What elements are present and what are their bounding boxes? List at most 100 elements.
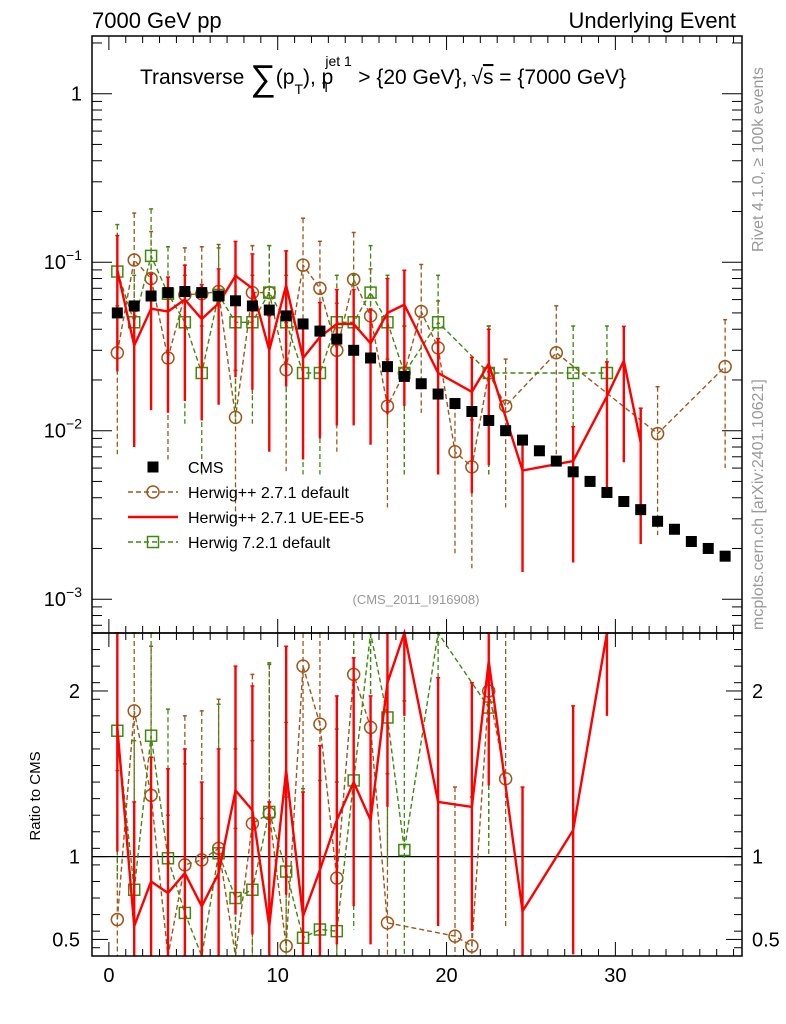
- data-point-hwpp: [448, 444, 462, 459]
- ratio-y-tick-label: 1: [69, 847, 80, 869]
- mcplots-label: mcplots.cern.ch [arXiv:2401.10621]: [750, 379, 767, 630]
- legend-symbol-cms: [147, 461, 159, 473]
- header-right: Underlying Event: [568, 8, 736, 33]
- data-point-hwpp: [313, 281, 327, 296]
- data-point-cms: [162, 287, 174, 299]
- data-point-hwpp: [718, 359, 732, 374]
- data-point-cms: [702, 542, 714, 554]
- ratio-y-tick-label: 0.5: [52, 929, 80, 951]
- data-point-cms: [685, 535, 697, 547]
- legend-label-cms: CMS: [188, 460, 224, 477]
- data-point-cms: [128, 300, 140, 312]
- x-tick-label: 0: [103, 965, 114, 987]
- data-point-cms: [449, 398, 461, 410]
- data-point-cms: [213, 290, 225, 302]
- ratio-point-hwpp: [127, 704, 141, 718]
- legend-symbol-hwpp: [146, 485, 160, 499]
- legend-label-hwpp: Herwig++ 2.7.1 default: [188, 485, 350, 502]
- data-point-cms: [145, 290, 157, 302]
- ratio-axes: 0 10 20 30 0.5 0.5 1 1 2 2: [52, 633, 780, 987]
- data-point-cms: [500, 425, 512, 437]
- data-point-cms: [584, 475, 596, 487]
- legend-entry-hwpp: Herwig++ 2.7.1 default: [128, 485, 350, 502]
- data-point-cms: [331, 333, 343, 345]
- ratio-point-hwpp: [313, 717, 327, 731]
- data-point-hw7: [364, 286, 377, 299]
- y-tick-label: 10−3: [44, 584, 82, 611]
- x-tick-label: 30: [604, 965, 626, 987]
- ratio-point-hw7: [144, 729, 158, 742]
- data-point-cms: [280, 310, 292, 322]
- data-point-hwpp: [498, 399, 513, 413]
- data-point-hw7: [566, 366, 580, 380]
- data-point-cms: [517, 434, 529, 446]
- ratio-point-hwpp: [110, 912, 125, 927]
- ratio-point-hwpp: [296, 659, 310, 673]
- ratio-y-tick-label-right: 1: [752, 847, 763, 869]
- ratio-y-tick-label-right: 2: [752, 681, 763, 703]
- data-point-cms: [466, 405, 478, 417]
- data-point-cms: [533, 445, 545, 457]
- data-point-cms: [719, 550, 731, 562]
- data-point-hwpp: [650, 426, 665, 441]
- data-point-hw7: [431, 316, 445, 329]
- data-point-cms: [398, 370, 410, 382]
- series-line-ueee5: [116, 269, 642, 472]
- ratio-series-layer: [110, 628, 609, 959]
- data-point-cms: [483, 414, 495, 426]
- data-point-cms: [263, 304, 275, 316]
- data-point-cms: [365, 352, 377, 364]
- legend-entry-ueee5: Herwig++ 2.7.1 UE-EE-5: [128, 510, 364, 527]
- data-point-hwpp: [296, 258, 310, 272]
- data-point-cms: [601, 486, 613, 498]
- data-point-cms: [550, 455, 562, 467]
- data-point-hw7: [263, 286, 276, 299]
- y-tick-label: 1: [71, 84, 82, 106]
- data-point-cms: [415, 378, 427, 390]
- y-tick-label: 10−1: [44, 247, 82, 274]
- data-point-cms: [246, 300, 258, 312]
- legend: CMS Herwig++ 2.7.1 default Herwig++ 2.7.1 …: [128, 460, 364, 552]
- data-point-cms: [297, 318, 309, 330]
- data-point-hw7: [144, 249, 158, 263]
- data-point-cms: [230, 295, 242, 307]
- data-point-hwpp: [414, 304, 428, 319]
- ratio-y-tick-label-right: 0.5: [752, 929, 780, 951]
- ratio-point-hwpp: [465, 939, 479, 953]
- data-point-cms: [111, 307, 123, 319]
- main-series-layer: [110, 208, 732, 572]
- data-point-cms: [381, 361, 393, 373]
- ratio-frame: [91, 632, 743, 957]
- data-point-cms: [179, 286, 191, 298]
- ratio-point-hw7: [398, 843, 411, 857]
- legend-label-hw7: Herwig 7.2.1 default: [188, 535, 331, 552]
- y-tick-label: 10−2: [44, 416, 82, 443]
- series-line-hw7: [116, 253, 607, 376]
- ratio-y-tick-label: 2: [69, 681, 80, 703]
- ratio-line-hwpp: [116, 665, 507, 957]
- data-point-hwpp: [127, 253, 141, 267]
- data-point-cms: [432, 388, 444, 400]
- legend-symbol-hw7: [146, 535, 160, 549]
- data-point-cms: [618, 495, 630, 507]
- ratio-series-ueee5: [115, 628, 609, 956]
- ratio-point-hwpp: [380, 916, 395, 930]
- legend-label-ueee5: Herwig++ 2.7.1 UE-EE-5: [188, 510, 364, 527]
- series-ueee5: [115, 234, 643, 572]
- data-point-cms: [314, 325, 326, 337]
- x-tick-label: 20: [435, 965, 457, 987]
- series-cms: [111, 286, 731, 562]
- data-point-cms: [196, 287, 208, 299]
- ratio-line-ueee5: [116, 628, 609, 927]
- data-point-cms: [668, 523, 680, 535]
- data-point-cms: [348, 344, 360, 356]
- main-axes: 10−3 10−2 10−1 1: [44, 36, 742, 633]
- x-tick-label: 10: [267, 965, 289, 987]
- data-point-cms: [567, 466, 579, 478]
- rivet-label: Rivet 4.1.0, ≥ 100k events: [750, 67, 767, 252]
- header-left: 7000 GeV pp: [92, 8, 222, 33]
- legend-entry-hw7: Herwig 7.2.1 default: [128, 535, 331, 552]
- ratio-point-hwpp: [448, 929, 462, 943]
